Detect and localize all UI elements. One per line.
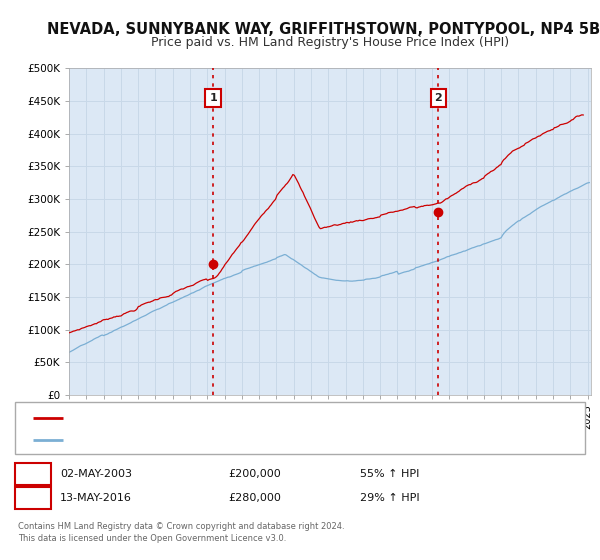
Text: 2: 2 [434,93,442,102]
Text: NEVADA, SUNNYBANK WAY, GRIFFITHSTOWN, PONTYPOOL, NP4 5BD (detached house): NEVADA, SUNNYBANK WAY, GRIFFITHSTOWN, PO… [69,413,500,423]
Text: £280,000: £280,000 [228,493,281,503]
Text: £200,000: £200,000 [228,469,281,479]
Text: 1: 1 [209,93,217,102]
Text: Price paid vs. HM Land Registry's House Price Index (HPI): Price paid vs. HM Land Registry's House … [151,36,509,49]
Text: HPI: Average price, detached house, Torfaen: HPI: Average price, detached house, Torf… [69,435,290,445]
Text: 13-MAY-2016: 13-MAY-2016 [60,493,132,503]
Text: Contains HM Land Registry data © Crown copyright and database right 2024.
This d: Contains HM Land Registry data © Crown c… [18,522,344,543]
Text: 1: 1 [29,467,37,480]
Text: 55% ↑ HPI: 55% ↑ HPI [360,469,419,479]
Text: 02-MAY-2003: 02-MAY-2003 [60,469,132,479]
Text: 29% ↑ HPI: 29% ↑ HPI [360,493,419,503]
Text: 2: 2 [29,491,37,505]
Text: NEVADA, SUNNYBANK WAY, GRIFFITHSTOWN, PONTYPOOL, NP4 5BD: NEVADA, SUNNYBANK WAY, GRIFFITHSTOWN, PO… [47,22,600,38]
